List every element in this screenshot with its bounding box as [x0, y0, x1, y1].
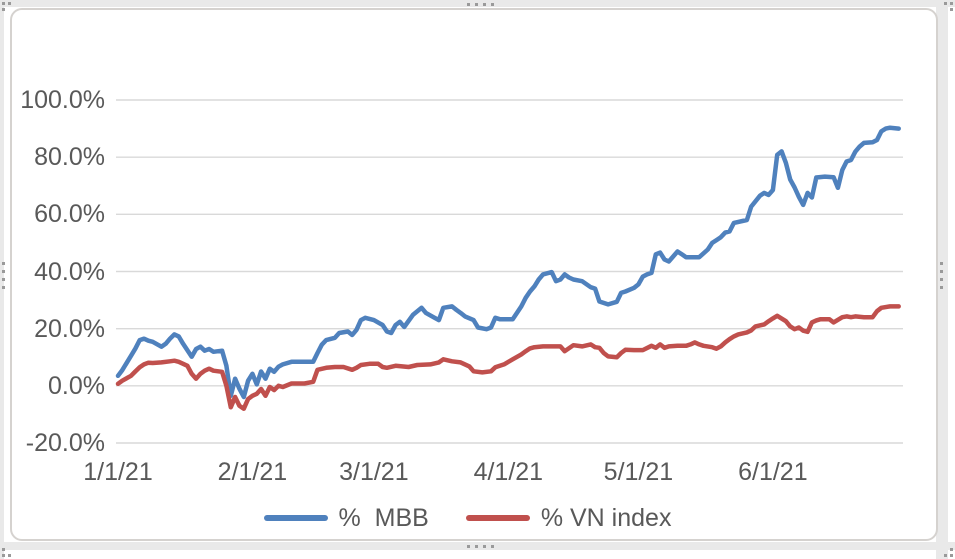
vn-index-legend-swatch	[465, 515, 530, 521]
x-tick-label: 5/1/21	[603, 458, 674, 486]
chart-object-frame[interactable]	[10, 8, 938, 541]
mbb-legend-label: % MBB	[338, 504, 429, 532]
legend-item-vn-index[interactable]: % VN index	[465, 504, 672, 532]
vn-index-line-series[interactable]	[115, 304, 901, 411]
y-tick-label: 60.0%	[34, 200, 105, 229]
mbb-line-series[interactable]	[115, 125, 901, 400]
legend-item-mbb[interactable]: % MBB	[263, 504, 429, 532]
chart-legend: % MBB % VN index	[0, 503, 935, 533]
x-tick-label: 3/1/21	[339, 458, 409, 486]
y-tick-label: 0.0%	[48, 371, 105, 400]
y-tick-label: 100.0%	[20, 86, 105, 114]
y-tick-label: -20.0%	[25, 429, 105, 457]
y-tick-label: 20.0%	[34, 314, 105, 343]
x-tick-label: 4/1/21	[473, 458, 544, 486]
mbb-legend-swatch	[263, 515, 328, 521]
vn-index-legend-label: % VN index	[540, 504, 672, 532]
x-tick-label: 2/1/21	[217, 458, 288, 486]
y-tick-label: 40.0%	[34, 257, 105, 286]
gridlines	[116, 99, 903, 444]
x-tick-label: 6/1/21	[738, 458, 808, 486]
y-tick-label: 80.0%	[34, 143, 105, 172]
x-tick-label: 1/1/21	[83, 458, 153, 486]
